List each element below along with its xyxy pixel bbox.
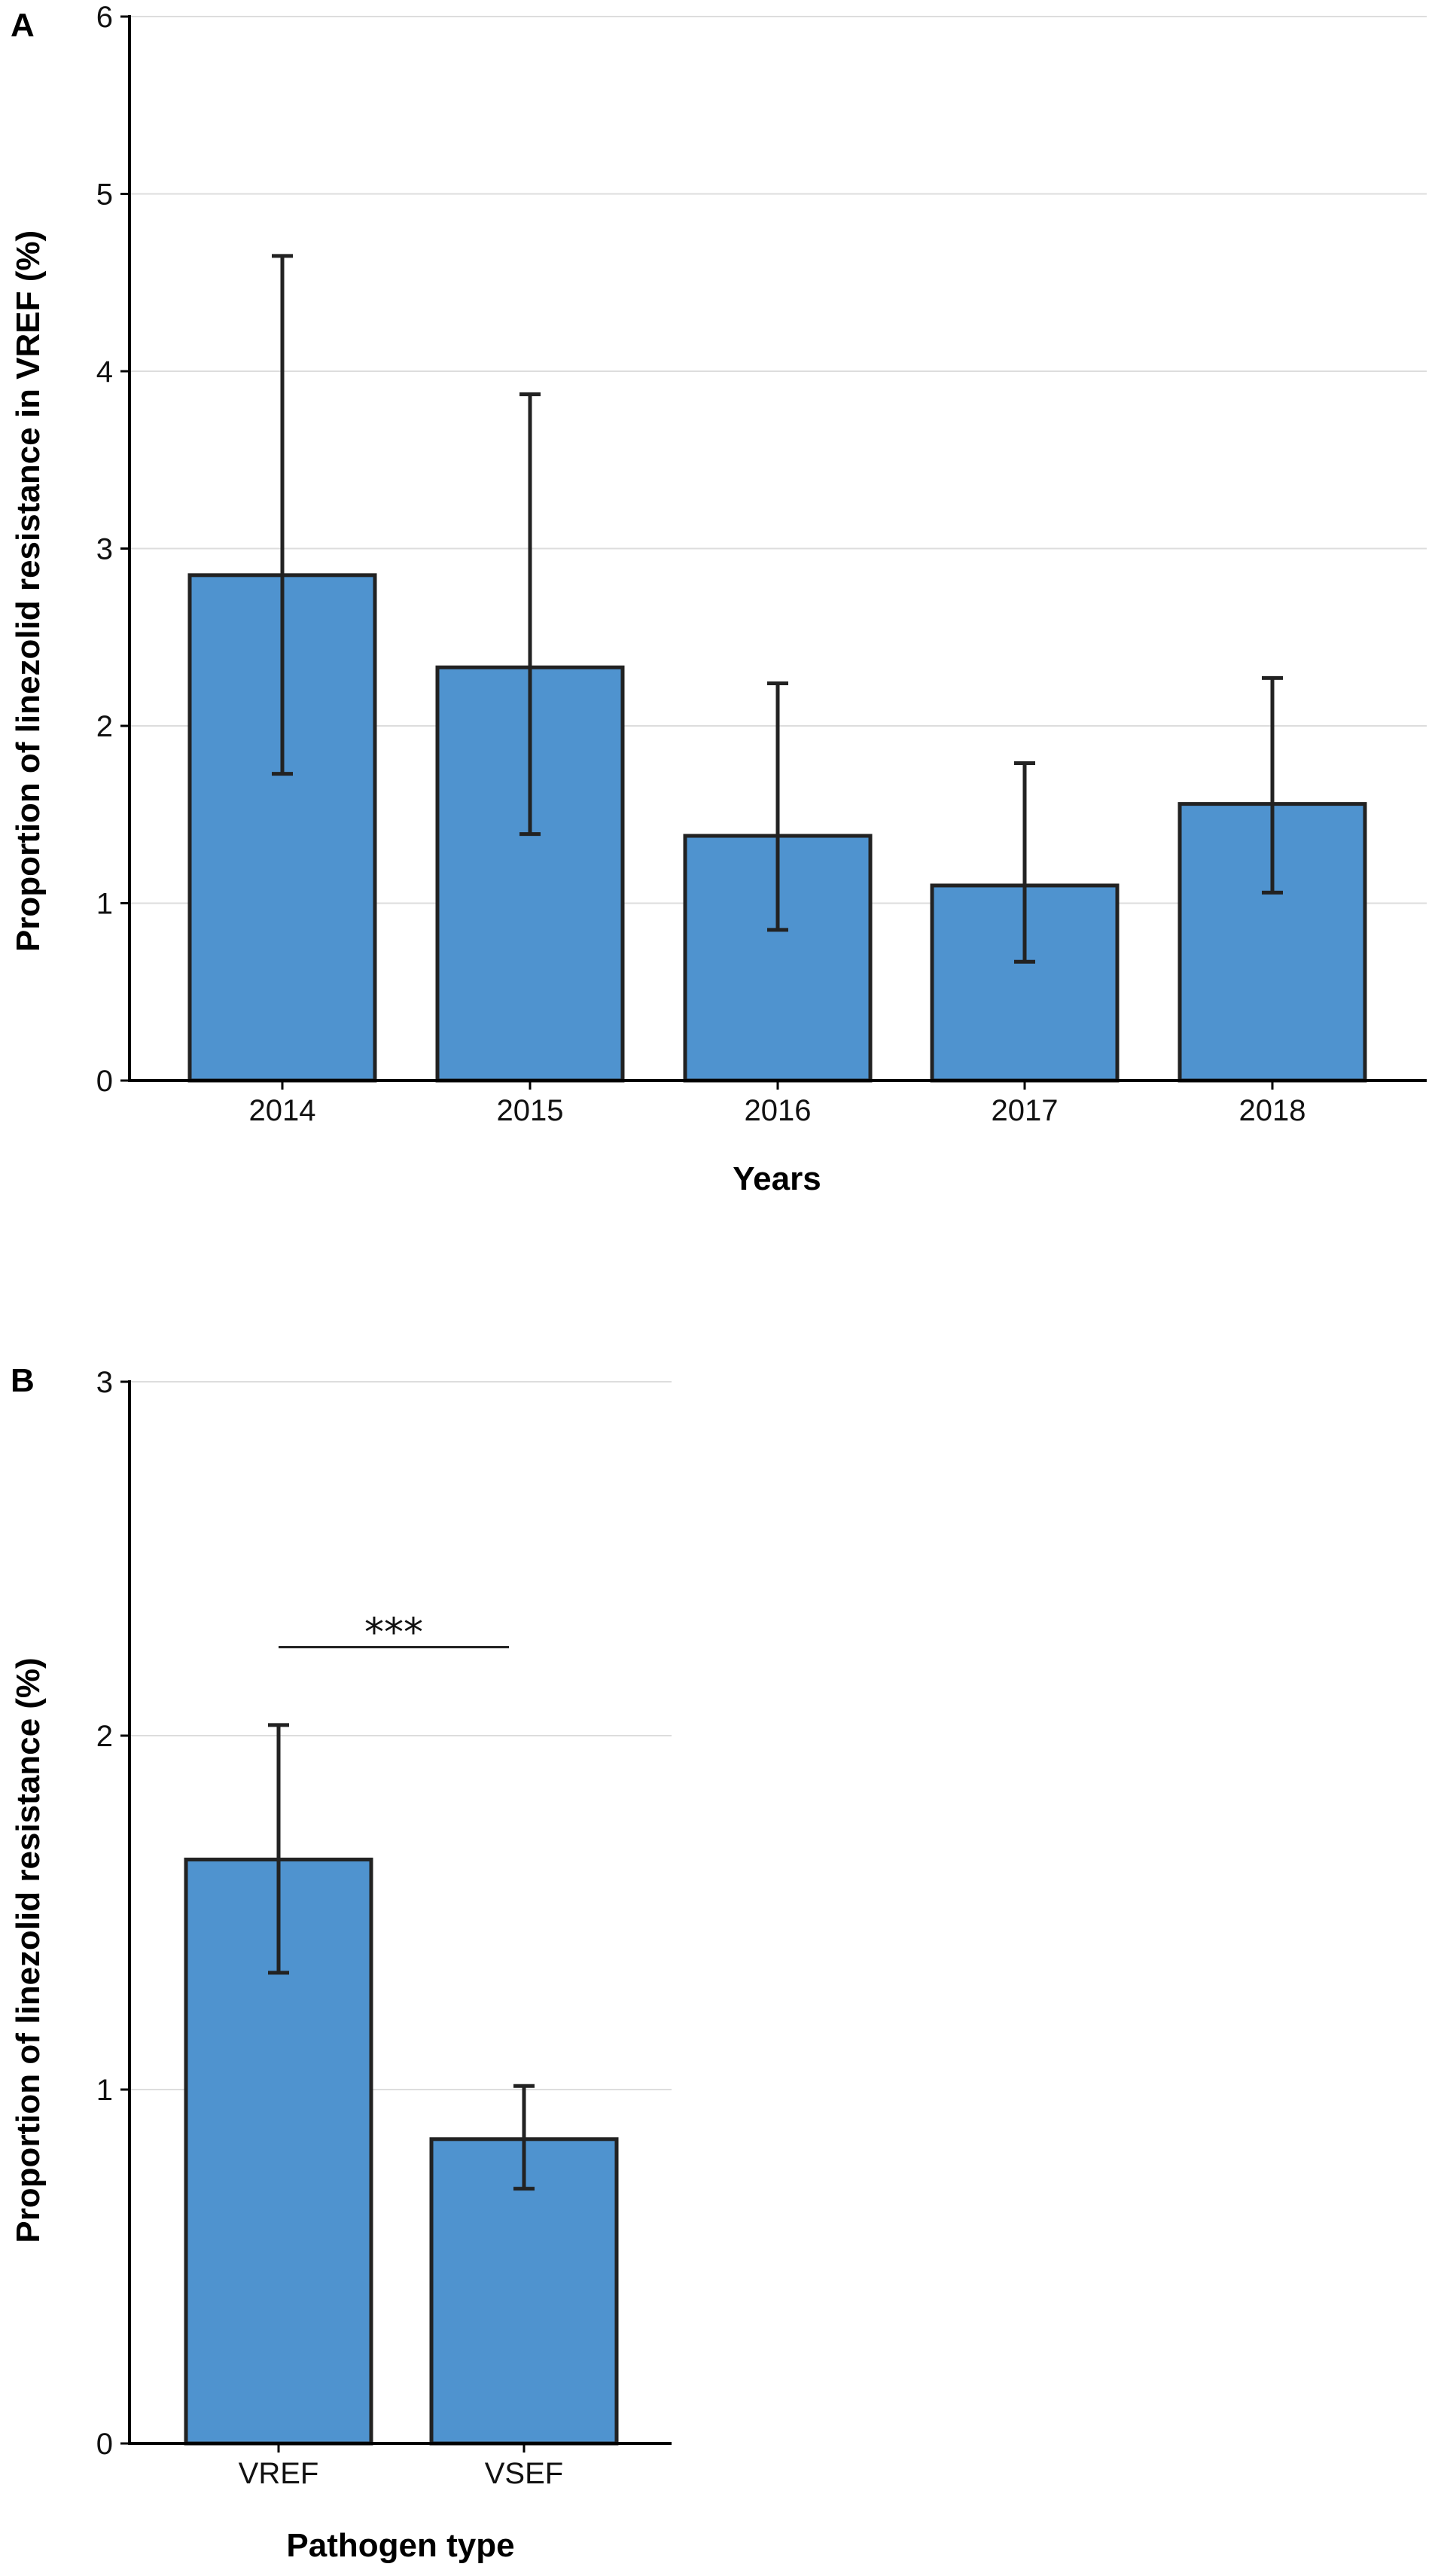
- y-tick-label: 1: [96, 888, 113, 921]
- panel-b-error-bars: [268, 1723, 535, 2191]
- panel-a-letter: A: [11, 7, 35, 44]
- panel-a-y-axis-title: Proportion of linezolid resistance in VR…: [10, 230, 47, 952]
- y-tick-label: 0: [96, 2428, 113, 2461]
- x-tick-label: 2015: [497, 1094, 564, 1127]
- panel-b-x-axis-title: Pathogen type: [286, 2527, 514, 2564]
- y-tick-label: 2: [96, 1720, 113, 1753]
- panel-b-x-ticks: VREF VSEF: [239, 2443, 563, 2490]
- panel-b-axes: [128, 1380, 672, 2445]
- x-tick-label: 2018: [1239, 1094, 1306, 1127]
- x-tick-label: 2016: [745, 1094, 812, 1127]
- panel-b-y-ticks: 0 1 2 3: [96, 1366, 129, 2461]
- x-tick-label: 2017: [992, 1094, 1059, 1127]
- chart-panel-a: A 0 1 2 3 4 5 6 2014 2015 2016 2017 2018 Years Pro…: [10, 1, 1427, 1197]
- panel-a-x-ticks: 2014 2015 2016 2017 2018: [249, 1081, 1306, 1127]
- panel-a-y-ticks: 0 1 2 3 4 5 6: [96, 1, 129, 1098]
- y-tick-label: 1: [96, 2074, 113, 2107]
- x-tick-label: VSEF: [485, 2457, 563, 2490]
- y-tick-label: 3: [96, 533, 113, 566]
- y-tick-label: 6: [96, 1, 113, 34]
- y-tick-label: 3: [96, 1366, 113, 1399]
- chart-panel-b: B *** 0 1 2 3 VREF VSEF Pathogen type Propor…: [10, 1362, 672, 2564]
- panel-b-letter: B: [11, 1362, 35, 1399]
- panel-a-x-axis-title: Years: [733, 1160, 821, 1197]
- panel-b-significance: ***: [279, 1611, 509, 1656]
- x-tick-label: 2014: [249, 1094, 316, 1127]
- y-tick-label: 0: [96, 1065, 113, 1098]
- y-tick-label: 2: [96, 710, 113, 743]
- panel-b-y-axis-title: Proportion of linezolid resistance (%): [10, 1657, 47, 2242]
- panel-b-bars: [184, 1858, 619, 2446]
- y-tick-label: 4: [96, 355, 113, 389]
- y-tick-label: 5: [96, 178, 113, 212]
- significance-label: ***: [364, 1611, 423, 1656]
- x-tick-label: VREF: [239, 2457, 319, 2490]
- panel-a-error-bars: [272, 254, 1283, 964]
